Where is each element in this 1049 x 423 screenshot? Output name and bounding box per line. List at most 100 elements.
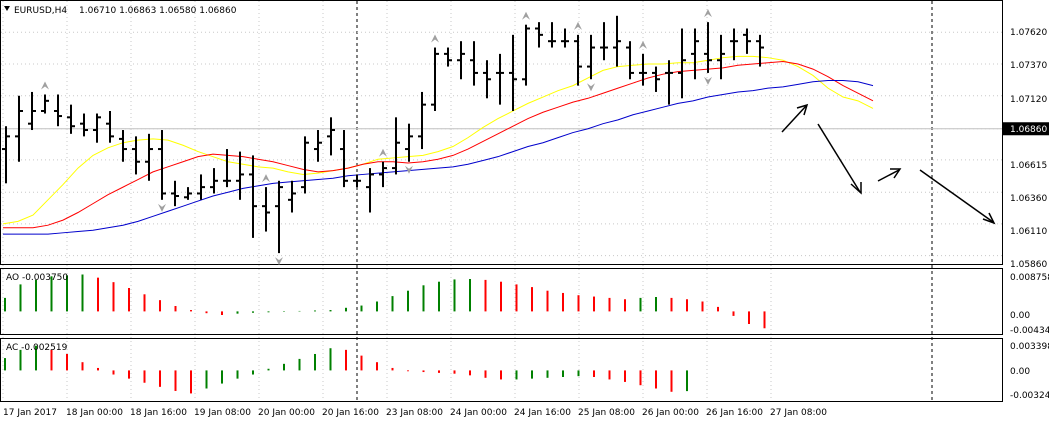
ohlc-values: 1.06710 1.06863 1.06580 1.06860 xyxy=(79,6,237,16)
fractal-up-icon xyxy=(41,81,49,90)
ohlc-bar xyxy=(314,130,322,162)
time-axis: 17 Jan 2017 18 Jan 00:00 18 Jan 16:00 19… xyxy=(3,408,827,418)
fractal-markers xyxy=(41,9,712,266)
price-tick-label: 1.07120 xyxy=(1010,95,1047,105)
moving-average-line-2 xyxy=(3,80,874,235)
ohlc-bar xyxy=(678,28,686,99)
ohlc-bar xyxy=(158,130,166,200)
ao-tick-label: -0.004346 xyxy=(1010,326,1049,336)
fractal-up-icon xyxy=(522,11,530,20)
ohlc-bar xyxy=(210,168,218,194)
ohlc-bar xyxy=(639,53,647,86)
price-tick-label: 1.07370 xyxy=(1010,61,1047,71)
price-panel-frame xyxy=(0,0,1003,265)
ohlc-bar xyxy=(600,22,608,61)
ao-histogram xyxy=(4,274,766,329)
fractal-down-icon xyxy=(704,76,712,85)
time-tick-label: 23 Jan 08:00 xyxy=(386,408,443,418)
time-tick-label: 24 Jan 00:00 xyxy=(450,408,507,418)
arrow-head-icon xyxy=(796,103,809,116)
fractal-down-icon xyxy=(587,83,595,92)
ohlc-bar xyxy=(275,180,283,254)
fractal-down-icon xyxy=(275,257,283,266)
forecast-arrow-up xyxy=(877,169,900,182)
ohlc-bar xyxy=(444,47,452,67)
ohlc-bar xyxy=(353,174,361,188)
ao-tick-label: 0.008758 xyxy=(1010,273,1049,283)
ohlc-bar xyxy=(665,60,673,105)
ac-panel-frame xyxy=(0,338,1003,402)
ao-tick-label: 0.00 xyxy=(1010,311,1030,321)
ohlc-bar xyxy=(145,133,153,181)
ohlc-bar xyxy=(67,104,75,134)
ohlc-bar xyxy=(262,187,270,232)
ohlc-bar xyxy=(249,155,257,238)
ac-tick-label: 0.003398 xyxy=(1010,342,1049,352)
time-tick-label: 18 Jan 00:00 xyxy=(66,408,123,418)
forecast-arrow-down xyxy=(919,169,994,223)
fractal-up-icon xyxy=(379,148,387,157)
ohlc-bar xyxy=(691,28,699,80)
arrow-head-icon xyxy=(850,182,862,195)
symbol-timeframe: EURUSD,H4 xyxy=(14,6,67,16)
ohlc-bar xyxy=(730,28,738,61)
time-tick-label: 27 Jan 08:00 xyxy=(770,408,827,418)
ohlc-bar xyxy=(535,22,543,48)
ac-histogram xyxy=(4,345,688,394)
ohlc-bar xyxy=(522,24,530,86)
ao-label: AO -0.003750 xyxy=(6,273,68,283)
time-tick-label: 26 Jan 00:00 xyxy=(642,408,699,418)
ohlc-bar xyxy=(28,91,36,131)
ohlc-bar xyxy=(717,34,725,80)
ohlc-bar xyxy=(405,123,413,162)
ohlc-bar xyxy=(704,22,712,73)
ohlc-bar xyxy=(626,41,634,80)
time-tick-label: 20 Jan 00:00 xyxy=(258,408,315,418)
time-tick-label: 24 Jan 16:00 xyxy=(514,408,571,418)
fractal-up-icon xyxy=(431,34,439,43)
ohlc-bar xyxy=(392,117,400,175)
ohlc-bar xyxy=(470,41,478,86)
ohlc-bar xyxy=(379,161,387,188)
arrow-head-icon xyxy=(890,168,902,179)
price-tick-label: 1.06615 xyxy=(1010,161,1047,171)
price-axis: 1.07620 1.07370 1.07120 1.06615 1.06360 … xyxy=(1010,28,1047,270)
time-tick-label: 18 Jan 16:00 xyxy=(130,408,187,418)
ohlc-bar xyxy=(236,151,244,200)
current-price-label: 1.06860 xyxy=(1010,125,1047,135)
ohlc-bar xyxy=(613,15,621,67)
ohlc-bar xyxy=(756,34,764,67)
forecast-arrow-up xyxy=(781,105,807,133)
ohlc-bar xyxy=(171,180,179,207)
ao-panel-frame xyxy=(0,268,1003,335)
ohlc-bars xyxy=(2,15,764,254)
ohlc-bar xyxy=(2,126,10,184)
ohlc-bar xyxy=(418,91,426,150)
price-tick-label: 1.07620 xyxy=(1010,28,1047,38)
time-tick-label: 19 Jan 08:00 xyxy=(194,408,251,418)
ohlc-bar xyxy=(132,136,140,175)
ohlc-bar xyxy=(41,94,49,114)
fractal-up-icon xyxy=(574,21,582,30)
ohlc-bar xyxy=(574,34,582,86)
ohlc-bar xyxy=(327,117,335,156)
current-price-tag xyxy=(1003,122,1049,136)
price-tick-label: 1.05860 xyxy=(1010,260,1047,270)
chevron-down-icon[interactable] xyxy=(4,6,10,11)
ohlc-bar xyxy=(457,41,465,80)
ohlc-bar xyxy=(587,34,595,80)
ohlc-bar xyxy=(184,187,192,200)
grid-layer xyxy=(1,1,1002,401)
time-tick-label: 17 Jan 2017 xyxy=(3,408,57,418)
ohlc-bar xyxy=(743,28,751,54)
ohlc-bar xyxy=(80,113,88,137)
ohlc-bar xyxy=(54,94,62,127)
time-tick-label: 26 Jan 16:00 xyxy=(706,408,763,418)
arrow-head-icon xyxy=(982,212,996,225)
price-tick-label: 1.06360 xyxy=(1010,194,1047,204)
ohlc-bar xyxy=(652,66,660,92)
ohlc-bar xyxy=(106,110,114,143)
